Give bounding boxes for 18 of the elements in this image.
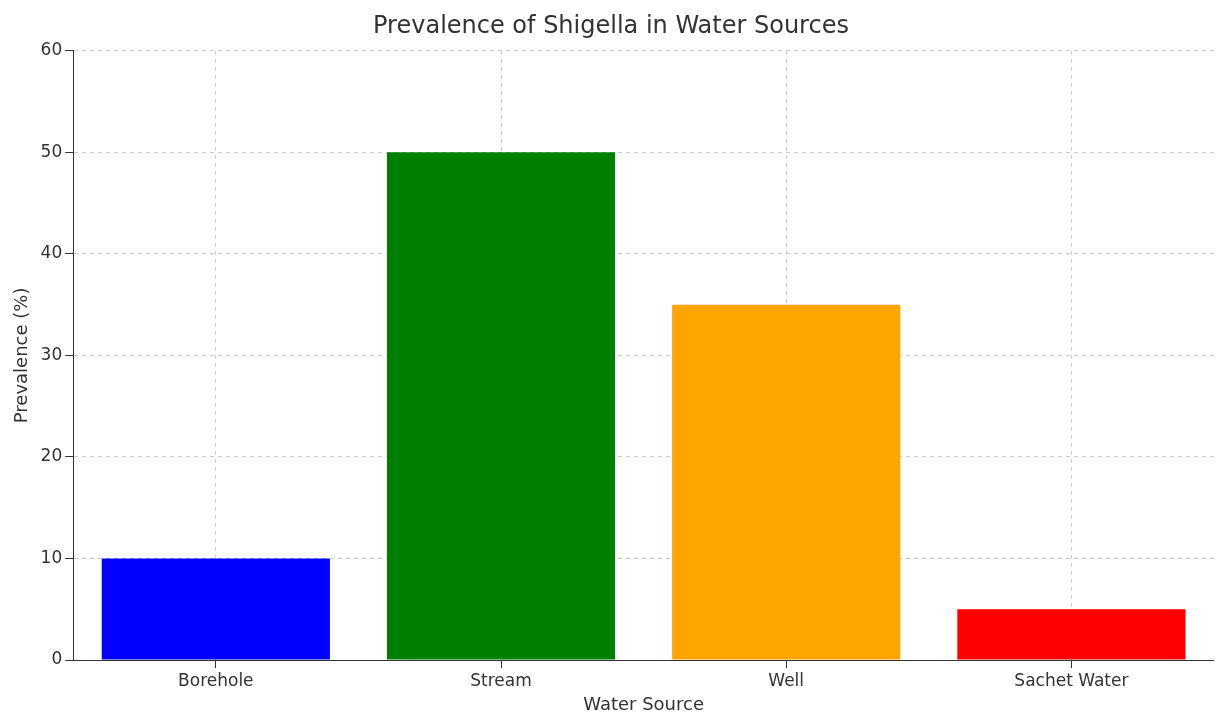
x-tick-label: Sachet Water xyxy=(1014,669,1129,690)
y-tick-label: 10 xyxy=(40,546,63,567)
y-tick-label: 20 xyxy=(40,445,63,466)
bar xyxy=(101,558,330,660)
x-tick-label: Borehole xyxy=(178,669,254,690)
y-tick-label: 60 xyxy=(40,39,63,60)
chart-title: Prevalence of Shigella in Water Sources xyxy=(373,10,849,39)
bar xyxy=(957,609,1186,660)
y-tick-label: 50 xyxy=(40,140,63,161)
y-tick-label: 30 xyxy=(40,343,63,364)
y-tick-label: 0 xyxy=(51,648,63,669)
y-axis-title: Prevalence (%) xyxy=(10,287,32,424)
y-tick-label: 40 xyxy=(40,242,63,263)
x-tick-label: Well xyxy=(768,669,805,690)
x-axis-title: Water Source xyxy=(583,692,704,714)
bar xyxy=(672,304,901,660)
bar xyxy=(386,152,616,660)
x-tick-label: Stream xyxy=(470,669,532,690)
